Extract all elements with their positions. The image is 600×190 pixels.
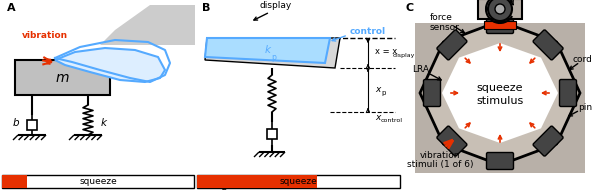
Text: control: control [350, 28, 386, 36]
Bar [197, 0, 400, 190]
Bar [478, 0, 522, 19]
Text: vibration: vibration [420, 150, 460, 159]
Polygon shape [420, 21, 580, 165]
FancyBboxPatch shape [487, 17, 514, 33]
Text: squeeze: squeeze [279, 177, 317, 186]
Text: control: control [381, 117, 403, 123]
Bar [2, 175, 194, 188]
Text: squeeze: squeeze [477, 83, 523, 93]
Polygon shape [205, 38, 340, 68]
Text: pin: pin [578, 104, 592, 112]
Text: b: b [13, 118, 19, 128]
FancyBboxPatch shape [560, 79, 577, 107]
FancyBboxPatch shape [437, 30, 467, 60]
Text: stimuli (1 of 6): stimuli (1 of 6) [407, 159, 473, 169]
Circle shape [495, 4, 505, 14]
Text: x = x: x = x [375, 48, 397, 56]
Text: C: C [405, 3, 413, 13]
Polygon shape [442, 43, 558, 143]
FancyBboxPatch shape [533, 30, 563, 60]
Bar [15, 60, 110, 95]
Polygon shape [100, 5, 195, 45]
Bar [400, 0, 600, 190]
Polygon shape [55, 48, 165, 82]
Circle shape [488, 0, 512, 21]
Text: p: p [272, 53, 277, 62]
Polygon shape [205, 38, 330, 63]
FancyBboxPatch shape [487, 153, 514, 169]
Bar [197, 175, 317, 188]
Text: p: p [381, 90, 385, 96]
Text: B: B [202, 3, 211, 13]
Text: A: A [7, 3, 16, 13]
Text: k: k [101, 118, 107, 128]
Text: display: display [393, 52, 415, 58]
Bar [27, 120, 37, 130]
Text: sensor: sensor [430, 22, 460, 32]
Bar [197, 175, 400, 188]
Bar [2, 175, 27, 188]
Text: force: force [430, 13, 453, 22]
Text: x: x [375, 86, 380, 94]
Text: vibration: vibration [22, 31, 68, 40]
Text: cord: cord [572, 55, 592, 64]
Text: squeeze: squeeze [79, 177, 117, 186]
Bar [267, 128, 277, 139]
Text: x: x [375, 112, 380, 121]
Text: LRA: LRA [412, 66, 429, 74]
FancyBboxPatch shape [533, 126, 563, 156]
Text: $\mathregular{F_{squeeze}}$ ~ x: $\mathregular{F_{squeeze}}$ ~ x [220, 188, 272, 190]
Text: display: display [260, 2, 292, 10]
Bar [415, 23, 585, 173]
Text: stimulus: stimulus [476, 96, 524, 106]
Text: k: k [265, 45, 271, 55]
Text: m: m [55, 71, 69, 85]
Bar [0, 0, 197, 190]
Bar [484, 21, 516, 29]
FancyBboxPatch shape [424, 79, 440, 107]
FancyBboxPatch shape [437, 126, 467, 156]
